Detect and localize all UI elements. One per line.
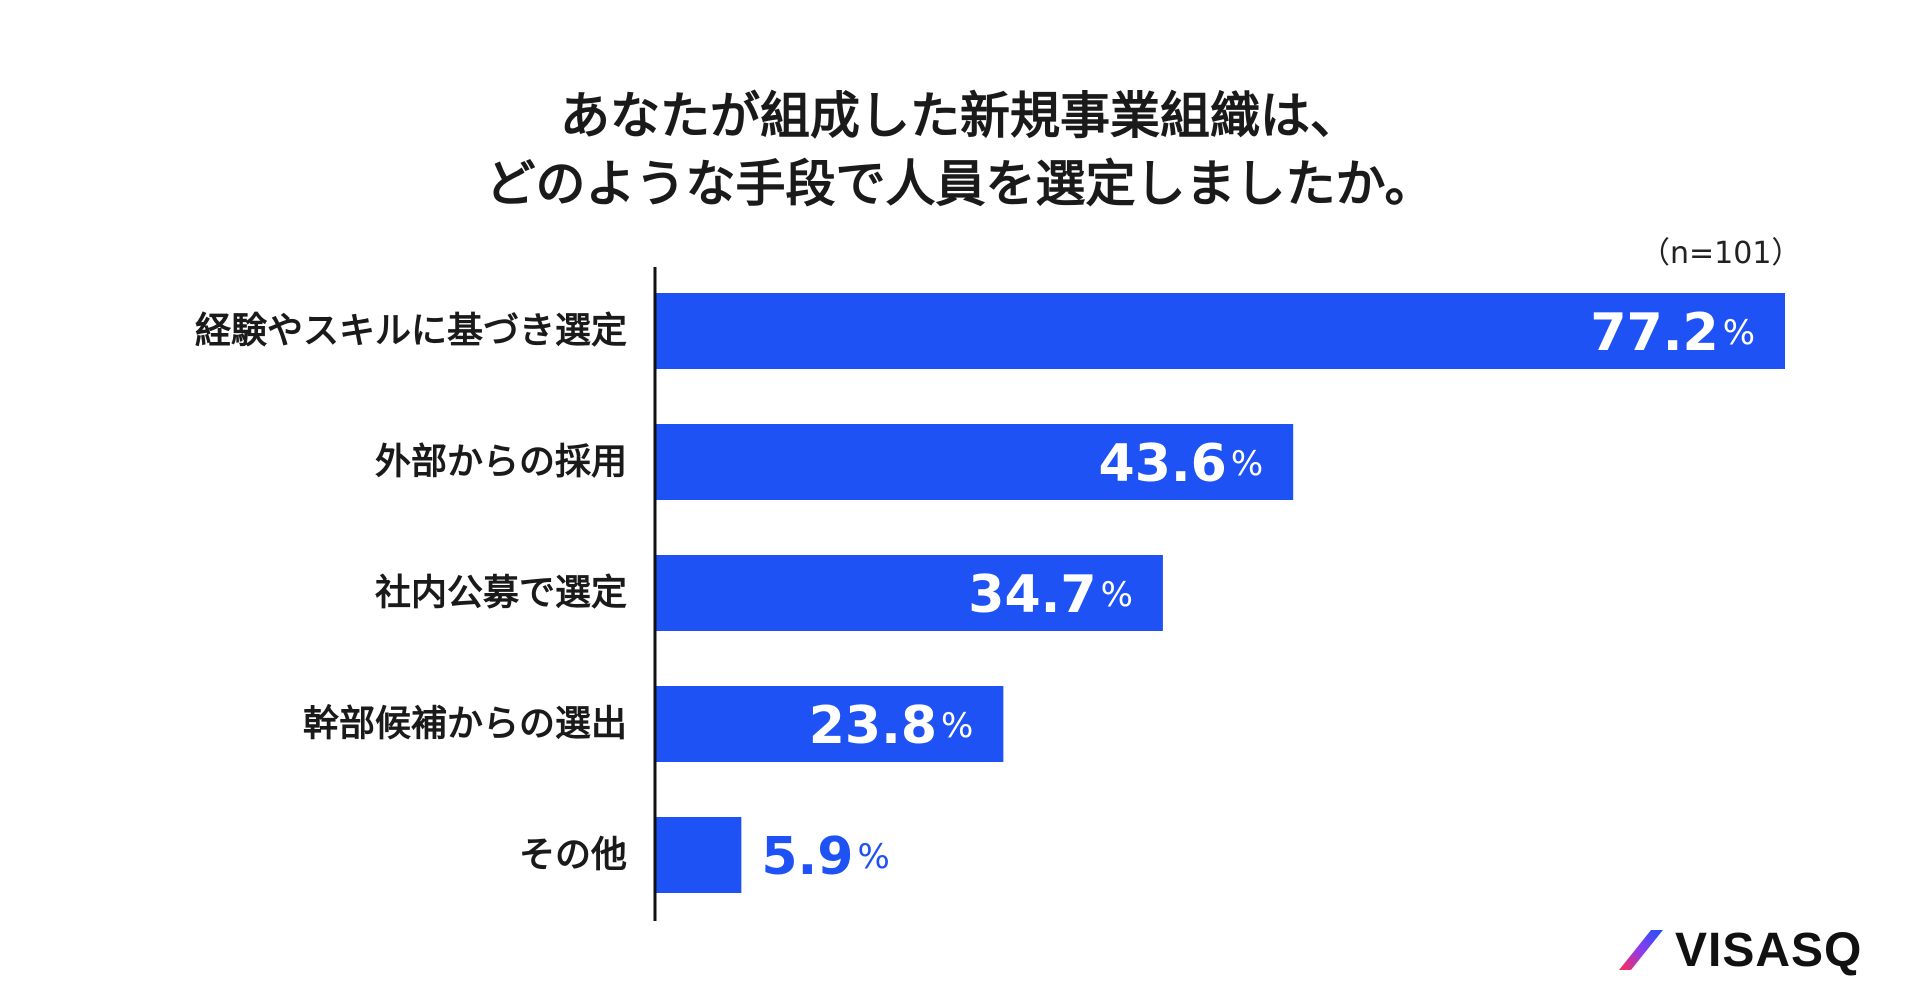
value-label: 5.9% [761, 827, 889, 887]
value-unit: % [1723, 313, 1755, 353]
chart-title: あなたが組成した新規事業組織は、 どのような手段で人員を選定しましたか。 [0, 82, 1920, 218]
visasq-slash-logo-icon [1619, 930, 1663, 970]
bar [655, 555, 1163, 631]
brand-name: VISASQ [1675, 923, 1863, 977]
value-unit: % [1101, 575, 1133, 615]
value-number: 43.6 [1099, 434, 1227, 494]
value-number: 23.8 [809, 696, 937, 756]
value-unit: % [857, 837, 889, 877]
bar [655, 293, 1785, 369]
category-label: 経験やスキルに基づき選定 [195, 311, 627, 352]
value-label: 34.7% [968, 565, 1133, 625]
visasq-logo: VISASQ [1615, 920, 1862, 980]
category-label: その他 [519, 835, 627, 876]
bar [655, 686, 1004, 762]
value-number: 77.2 [1590, 303, 1718, 363]
chart-title-line1: あなたが組成した新規事業組織は、 [560, 87, 1360, 145]
value-number: 34.7 [968, 565, 1096, 625]
value-unit: % [1231, 444, 1263, 484]
bar [655, 817, 742, 893]
sample-size-note: （n=101） [1640, 236, 1802, 271]
value-label: 23.8% [809, 696, 974, 756]
value-number: 5.9 [761, 827, 853, 887]
category-label: 幹部候補からの選出 [303, 703, 627, 745]
value-unit: % [941, 706, 973, 746]
bar [655, 424, 1294, 500]
category-label: 外部からの採用 [375, 442, 627, 483]
value-label: 43.6% [1099, 434, 1264, 494]
category-label: 社内公募で選定 [375, 573, 627, 614]
chart-title-line2: どのような手段で人員を選定しましたか。 [485, 155, 1435, 213]
value-label: 77.2% [1590, 303, 1755, 363]
